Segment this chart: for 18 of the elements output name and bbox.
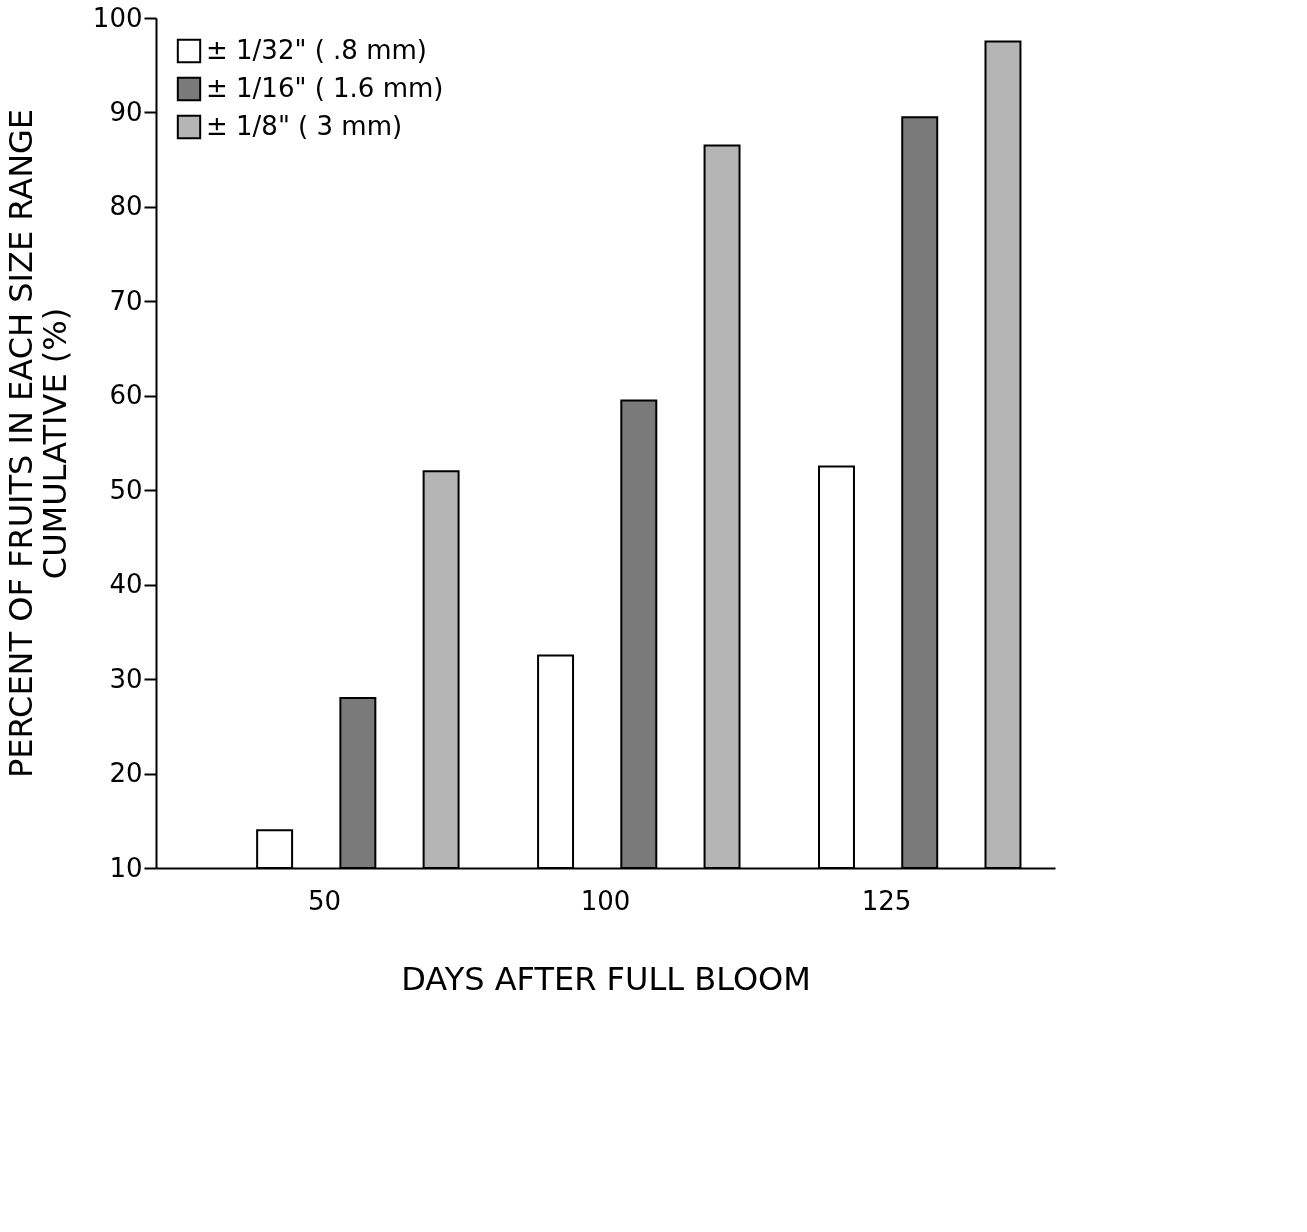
y-tick-label: 100 (92, 2, 143, 33)
y-tick-label: 70 (109, 285, 143, 316)
y-axis-title: PERCENT OF FRUITS IN EACH SIZE RANGE CUMULATIVE (%) (1, 108, 74, 779)
x-axis-title: DAYS AFTER FULL BLOOM (401, 959, 811, 998)
y-tick-label: 80 (109, 191, 143, 222)
y-tick-label: 40 (109, 569, 143, 600)
y-tick-label: 10 (109, 852, 143, 883)
legend-label: ± 1/32" ( .8 mm) (206, 35, 427, 65)
y-tick-label: 60 (109, 380, 143, 411)
x-tick-label: 50 (308, 885, 342, 916)
y-tick-label: 30 (109, 663, 143, 694)
y-tick-label: 50 (109, 474, 143, 505)
x-tick-label: 100 (580, 885, 631, 916)
x-tick-label: 125 (861, 885, 912, 916)
y-tick-label: 90 (109, 96, 143, 127)
legend-label: ± 1/8" ( 3 mm) (206, 111, 403, 141)
y-tick-label: 20 (109, 758, 143, 789)
legend-label: ± 1/16" ( 1.6 mm) (206, 73, 444, 103)
